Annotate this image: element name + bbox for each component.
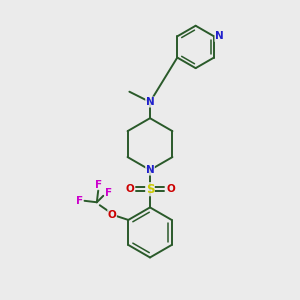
Text: O: O <box>166 184 175 194</box>
Text: F: F <box>76 196 83 206</box>
Text: F: F <box>105 188 112 198</box>
Text: O: O <box>108 210 116 220</box>
Text: S: S <box>146 183 154 196</box>
Text: O: O <box>125 184 134 194</box>
Text: N: N <box>146 165 154 175</box>
Text: F: F <box>95 180 102 190</box>
Text: N: N <box>215 31 224 41</box>
Text: N: N <box>146 97 154 107</box>
